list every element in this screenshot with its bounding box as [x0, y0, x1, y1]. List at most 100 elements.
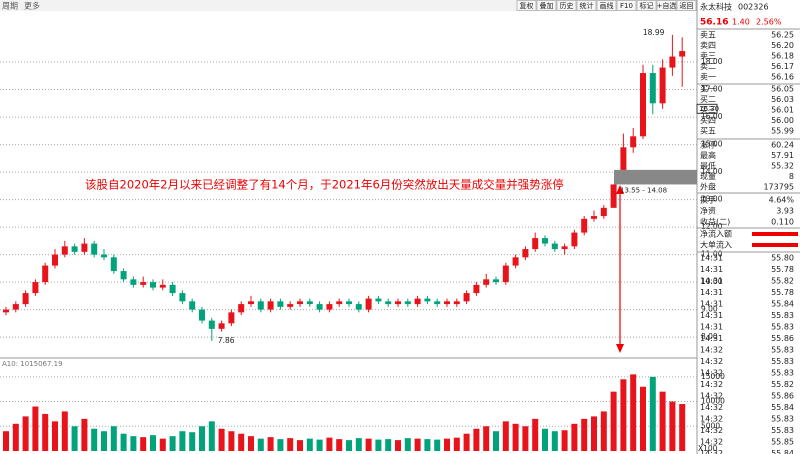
candle-body: [61, 246, 68, 255]
volume-bar: [228, 431, 235, 451]
volume-bar: [414, 438, 421, 451]
candle-body: [395, 301, 401, 305]
volume-bar: [189, 432, 196, 451]
trade-time: 14:31: [700, 334, 723, 343]
candle-body: [101, 254, 107, 258]
volume-bar: [238, 433, 245, 451]
row-value: 56.18: [771, 52, 794, 61]
candle-body: [3, 309, 9, 313]
toolbar-button-label[interactable]: 叠加: [540, 1, 554, 10]
volume-bar: [630, 374, 637, 451]
volume-bar: [306, 438, 313, 451]
volume-bar: [365, 438, 372, 451]
volume-bar: [52, 421, 58, 451]
toolbar-button[interactable]: [536, 0, 557, 11]
y-tick-label: 13.00: [701, 195, 723, 204]
candle-body: [591, 216, 597, 219]
toolbar-button[interactable]: [556, 0, 577, 11]
candle-body: [326, 304, 333, 310]
trade-price: 55.86: [771, 392, 794, 401]
candle-body: [610, 184, 617, 208]
high-label: 18.99: [643, 28, 665, 37]
trade-time: 14:32: [700, 426, 723, 435]
trade-price: 55.83: [771, 311, 794, 320]
volume-bar: [493, 431, 499, 451]
volume-bar: [444, 438, 450, 451]
trade-price: 55.83: [771, 346, 794, 355]
candle-body: [444, 301, 450, 305]
toolbar-button-label[interactable]: F10: [620, 2, 633, 10]
candle-body: [12, 304, 19, 310]
candle-body: [424, 298, 431, 302]
toolbar-button-label[interactable]: 复权: [520, 1, 534, 10]
row-value: 55.99: [771, 127, 794, 136]
volume-bar: [679, 404, 686, 451]
volume-bar: [130, 436, 137, 451]
volume-bar: [551, 431, 558, 451]
row-value: 56.20: [771, 41, 794, 50]
volume-bar: [453, 437, 460, 451]
row-label: 卖二: [700, 62, 716, 71]
price-marker-label: 16.30: [699, 105, 719, 113]
volume-bar: [169, 436, 176, 451]
volume-bar: [483, 426, 490, 451]
trade-price: 55.80: [771, 254, 794, 263]
trade-time: 14:32: [700, 357, 723, 366]
volume-bar: [297, 440, 303, 451]
volume-bar: [463, 433, 470, 451]
row-label: 买二: [700, 95, 716, 104]
low-label: 7.86: [218, 336, 235, 345]
toolbar-button[interactable]: [576, 0, 597, 11]
volume-bar: [91, 428, 98, 451]
candle-body: [640, 73, 646, 137]
trade-price: 55.83: [771, 415, 794, 424]
volume-bar: [600, 411, 607, 451]
candle-body: [532, 238, 539, 250]
trade-price: 55.83: [771, 369, 794, 378]
volume-bar: [159, 438, 166, 451]
trade-price: 55.82: [771, 380, 794, 389]
toolbar-button-label[interactable]: +自选: [657, 1, 677, 10]
candle-body: [22, 293, 29, 305]
volume-label: A10: 1015067.19: [2, 360, 63, 368]
toolbar-button-label[interactable]: 历史: [560, 1, 574, 10]
gap-label: 13.55 - 14.08: [620, 186, 667, 194]
row-value: 57.91: [771, 151, 794, 160]
toolbar-item[interactable]: 更多: [24, 1, 40, 11]
trade-price: 55.84: [771, 449, 794, 454]
candle-body: [169, 284, 176, 294]
y-tick-label: 10.00: [701, 277, 723, 286]
row-label: 换手: [700, 195, 716, 205]
candle-body: [52, 254, 58, 266]
trade-time: 14:32: [700, 380, 723, 389]
toolbar-button-label[interactable]: 返回: [680, 2, 694, 10]
trade-price: 55.84: [771, 403, 794, 412]
stock-name: 永太科技: [700, 2, 732, 12]
toolbar-button[interactable]: [516, 0, 537, 11]
toolbar-button[interactable]: [636, 0, 657, 11]
toolbar-button[interactable]: [656, 0, 677, 11]
candle-body: [316, 304, 323, 310]
volume-bar: [326, 437, 333, 451]
volume-bar: [248, 436, 254, 451]
row-label: 最低: [700, 161, 716, 171]
toolbar-button[interactable]: [596, 0, 617, 11]
toolbar-button-label[interactable]: 标记: [640, 1, 654, 10]
trade-time: 14:32: [700, 369, 723, 378]
annotation: 该股自2020年2月以来已经调整了有14个月，于2021年6月份突然放出天量成交…: [85, 178, 564, 192]
row-value: 0.110: [771, 218, 794, 227]
flow-label: 净流入额: [700, 229, 732, 239]
toolbar-button[interactable]: [676, 0, 697, 11]
toolbar-button[interactable]: [616, 0, 637, 11]
toolbar-button-label[interactable]: 画线: [600, 1, 614, 10]
toolbar-item[interactable]: 周期: [2, 2, 18, 11]
volume-bar: [502, 421, 509, 451]
volume-bar: [610, 391, 617, 451]
flow-bar: [752, 232, 798, 236]
toolbar-button-label[interactable]: 统计: [580, 1, 594, 10]
candle-body: [267, 301, 274, 310]
volume-bar: [649, 376, 656, 451]
flow-label: 大单流入: [700, 240, 732, 250]
stock-code: 002326: [738, 3, 769, 12]
candle-body: [630, 136, 637, 148]
